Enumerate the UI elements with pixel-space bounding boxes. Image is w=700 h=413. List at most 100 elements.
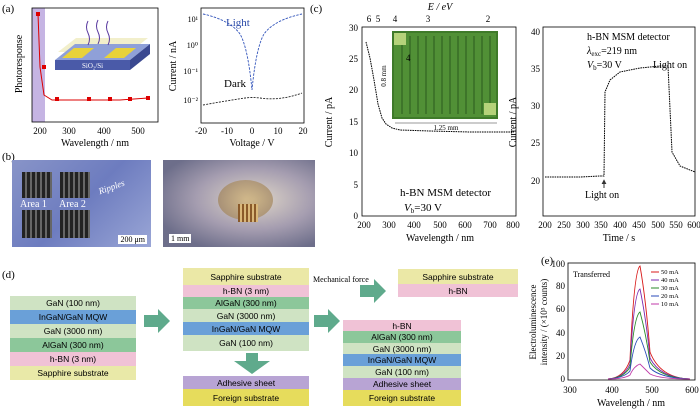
ylabel-units: intensity / (×10³ counts) bbox=[539, 279, 549, 366]
curve-20ma bbox=[607, 336, 691, 380]
xtick: 300 bbox=[576, 220, 590, 230]
xtick: 200 bbox=[33, 126, 47, 136]
ylabel: Current / pA bbox=[324, 96, 335, 147]
inset-dim-height: 0.8 mm bbox=[380, 65, 388, 87]
layer: GaN (100 nm) bbox=[10, 296, 136, 310]
point bbox=[55, 97, 59, 101]
ylabel: Current / nA bbox=[168, 40, 179, 91]
layer: GaN (100 nm) bbox=[183, 335, 309, 351]
legend-light: Light bbox=[226, 17, 250, 29]
top-tick: 3 bbox=[426, 14, 431, 24]
legend-entry: 10 mA bbox=[661, 301, 679, 308]
photo-areas: Area 1 Area 2 Ripples 200 μm bbox=[12, 160, 151, 247]
ylabel: Electroluminescence bbox=[528, 285, 538, 360]
scale-bar-label: 200 μm bbox=[118, 235, 147, 244]
layer: Foreign substrate bbox=[343, 390, 461, 406]
ytick: 10⁻² bbox=[183, 96, 198, 105]
panel-c-right-plot: h-BN MSM detector λexc=219 nm Vb=30 V Li… bbox=[508, 26, 700, 244]
layer: Sapphire substrate bbox=[10, 366, 136, 380]
top-tick: 5 bbox=[376, 14, 381, 24]
top-tick: 4 bbox=[393, 14, 398, 24]
xtick: 800 bbox=[506, 220, 520, 230]
ytick: 60 bbox=[556, 304, 566, 314]
xtick: 350 bbox=[594, 220, 608, 230]
xtick: 300 bbox=[62, 126, 76, 136]
photoresponse-points bbox=[36, 12, 150, 101]
plot-title: h-BN MSM detector bbox=[400, 187, 491, 199]
plot-frame bbox=[542, 26, 696, 217]
legend-entry: 30 mA bbox=[661, 285, 679, 292]
layer: h-BN bbox=[398, 284, 518, 297]
layer: Sapphire substrate bbox=[183, 268, 309, 285]
ytick: 10 bbox=[349, 148, 359, 158]
point bbox=[42, 65, 46, 69]
panel-label-a: (a) bbox=[2, 3, 15, 15]
layer: AlGaN (300 nm) bbox=[10, 338, 136, 352]
xtick: 0 bbox=[250, 126, 255, 136]
legend-dark: Dark bbox=[224, 78, 246, 90]
panel-label-c: (c) bbox=[310, 3, 323, 15]
ytick: 80 bbox=[556, 281, 566, 291]
top-tick: 2 bbox=[486, 14, 491, 24]
xtick: 500 bbox=[651, 220, 665, 230]
xlabel: Wavelength / nm bbox=[597, 398, 665, 409]
curve-50ma bbox=[607, 265, 691, 380]
light-on-label-1: Light on bbox=[585, 190, 619, 201]
xtick: 550 bbox=[669, 220, 683, 230]
curve-10ma bbox=[607, 363, 691, 380]
point bbox=[108, 97, 112, 101]
point bbox=[36, 12, 40, 16]
plot-frame bbox=[361, 26, 517, 217]
ytick: 40 bbox=[556, 328, 566, 338]
plot-frame bbox=[31, 7, 159, 123]
dark-curve bbox=[202, 92, 303, 106]
area2-label: Area 2 bbox=[59, 199, 86, 210]
xtick: 400 bbox=[605, 385, 619, 395]
layer: h-BN bbox=[343, 320, 461, 331]
bias-label: Vb=30 V bbox=[587, 60, 623, 72]
xtick: 500 bbox=[131, 126, 145, 136]
time-response-curve bbox=[545, 65, 696, 178]
ytick: 100 bbox=[552, 259, 566, 269]
layer: Sapphire substrate bbox=[398, 269, 518, 284]
layer: GaN (3000 nm) bbox=[183, 309, 309, 322]
chip-grid bbox=[401, 36, 491, 114]
arrow-right-2 bbox=[314, 309, 340, 333]
xtick: 400 bbox=[407, 220, 421, 230]
layer: InGaN/GaN MQW bbox=[343, 354, 461, 366]
ytick: 10⁰ bbox=[187, 41, 198, 50]
xtick: 250 bbox=[557, 220, 571, 230]
panel-a-left-plot: SiO₂/Si Photoresponse Wavelength / nm 20… bbox=[14, 7, 159, 149]
legend: 50 mA 40 mA 30 mA 20 mA 10 mA bbox=[651, 269, 679, 308]
xtick: 200 bbox=[357, 220, 371, 230]
bias-label: Vb=30 V bbox=[404, 202, 442, 215]
uv-band bbox=[32, 8, 45, 122]
panel-label-b: (b) bbox=[2, 151, 15, 163]
ripples-label: Ripples bbox=[97, 177, 126, 197]
plot-frame bbox=[567, 262, 696, 381]
layer: GaN (3000 nm) bbox=[10, 324, 136, 338]
arrow-right-1 bbox=[144, 309, 170, 333]
ylabel: Current / pA bbox=[508, 96, 519, 147]
panel-label-d: (d) bbox=[2, 269, 15, 281]
xtick: 500 bbox=[645, 385, 659, 395]
layer: AlGaN (300 nm) bbox=[343, 331, 461, 343]
device-array bbox=[60, 172, 90, 198]
inset-dim-width: 1.25 mm bbox=[434, 124, 459, 132]
xtick: 500 bbox=[433, 220, 447, 230]
ytick: 10⁻¹ bbox=[183, 67, 198, 76]
curve-30ma bbox=[607, 311, 691, 380]
electrode-array bbox=[238, 204, 258, 222]
ytick: 40 bbox=[531, 27, 541, 37]
xtick: 300 bbox=[382, 220, 396, 230]
transferred-note: Transferred bbox=[573, 270, 610, 279]
lambda-label: λexc=219 nm bbox=[586, 46, 637, 58]
legend-entry: 20 mA bbox=[661, 293, 679, 300]
arrow-down bbox=[234, 353, 270, 374]
xtick: -20 bbox=[195, 126, 207, 136]
layer: GaN (100 nm) bbox=[343, 366, 461, 378]
photoresponse-line bbox=[37, 13, 149, 101]
ytick: 5 bbox=[354, 180, 359, 190]
xtick: 400 bbox=[97, 126, 111, 136]
xtick: -10 bbox=[221, 126, 233, 136]
